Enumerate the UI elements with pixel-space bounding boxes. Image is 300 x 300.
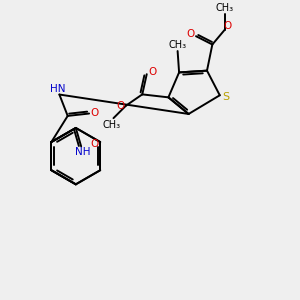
Text: O: O [224,21,232,31]
Text: NH: NH [76,147,91,157]
Text: O: O [91,139,99,148]
Text: S: S [223,92,230,102]
Text: O: O [187,29,195,39]
Text: O: O [116,101,125,111]
Text: CH₃: CH₃ [216,3,234,13]
Text: CH₃: CH₃ [169,40,187,50]
Text: O: O [90,108,98,118]
Text: O: O [148,67,157,77]
Text: CH₃: CH₃ [103,120,121,130]
Text: HN: HN [50,84,66,94]
